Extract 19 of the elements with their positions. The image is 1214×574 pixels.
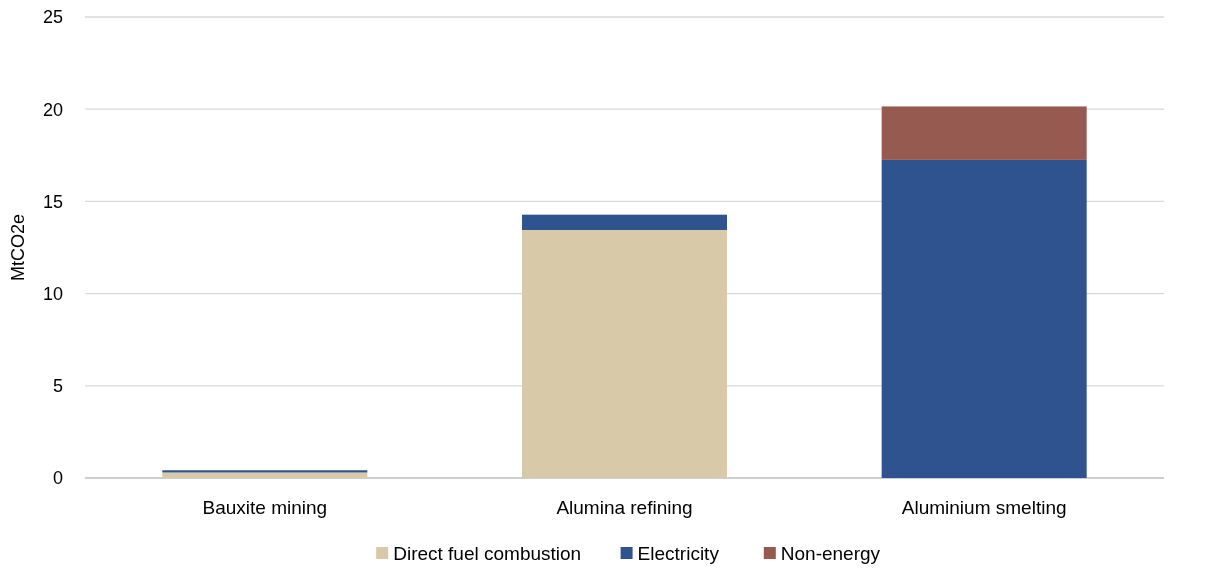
y-tick-label: 20 — [42, 99, 63, 120]
legend-label: Non-energy — [780, 543, 881, 564]
y-tick-label: 25 — [42, 7, 63, 28]
x-tick-label: Aluminium smelting — [901, 497, 1067, 518]
y-tick-label: 5 — [52, 376, 63, 397]
x-tick-label: Bauxite mining — [202, 497, 328, 518]
y-tick-label: 10 — [42, 283, 63, 304]
y-tick-label: 15 — [42, 191, 63, 212]
x-tick-label: Alumina refining — [556, 497, 693, 518]
bar — [881, 106, 1087, 160]
bar — [881, 159, 1087, 478]
bar — [162, 472, 368, 478]
legend-label: Electricity — [637, 543, 720, 564]
y-tick-label: 0 — [52, 468, 63, 489]
bar — [522, 214, 728, 230]
bar — [162, 470, 368, 473]
y-axis-title: MtCO2e — [8, 213, 28, 282]
bar — [522, 229, 728, 478]
legend-label: Direct fuel combustion — [393, 543, 582, 564]
